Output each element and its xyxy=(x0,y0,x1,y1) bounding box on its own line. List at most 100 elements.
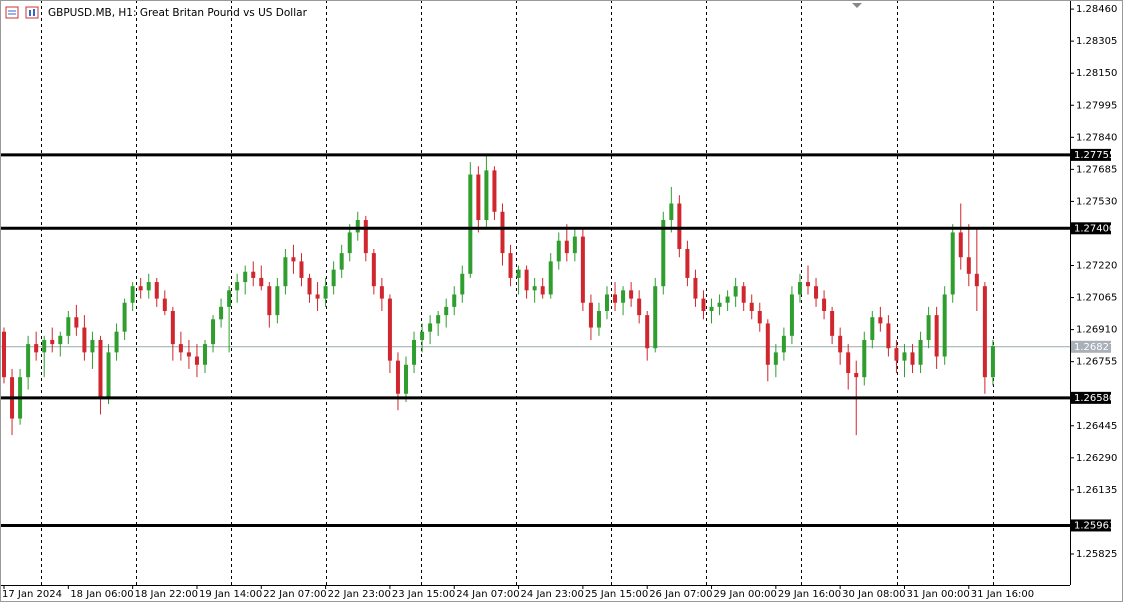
candle-body xyxy=(291,257,296,262)
candle-body xyxy=(717,302,722,307)
candle-body xyxy=(379,286,384,299)
candle-body xyxy=(460,273,465,295)
candle-body xyxy=(444,306,449,316)
candle-body xyxy=(452,294,457,307)
candle-body xyxy=(299,261,304,278)
symbol-icons[interactable] xyxy=(5,6,39,19)
x-tick-label: 24 Jan 07:00 xyxy=(456,589,519,600)
candle-body xyxy=(862,339,867,378)
x-tick-label: 25 Jan 15:00 xyxy=(585,589,648,600)
candle-body xyxy=(114,331,119,353)
candle-body xyxy=(34,344,39,353)
candle-body xyxy=(749,302,754,312)
candle-body xyxy=(50,339,55,345)
candle-body xyxy=(162,298,167,312)
candle-body xyxy=(106,352,111,398)
candle-body xyxy=(275,286,280,316)
candle-body xyxy=(693,277,698,299)
y-tick-label: 1.26445 xyxy=(1076,421,1117,432)
candle-body xyxy=(934,315,939,357)
icon[interactable] xyxy=(5,6,19,19)
candle-body xyxy=(806,282,810,287)
candle-body xyxy=(283,257,288,287)
icon[interactable] xyxy=(25,6,39,19)
candle-body xyxy=(243,271,248,283)
chart-title: GBPUSD.MB, H1: Great Britan Pound vs US … xyxy=(48,7,308,19)
candle-body xyxy=(669,203,674,221)
x-tick-label: 26 Jan 07:00 xyxy=(649,589,712,600)
candle-body xyxy=(838,335,843,353)
candle-body xyxy=(82,327,87,353)
candle-body xyxy=(653,286,658,349)
candle-body xyxy=(572,236,577,254)
candle-body xyxy=(629,290,634,299)
candle-body xyxy=(194,356,199,365)
x-tick-label: 17 Jan 2024 xyxy=(2,589,62,600)
candle-body xyxy=(733,286,738,297)
candle-body xyxy=(154,282,159,299)
x-tick-label: 29 Jan 00:00 xyxy=(714,589,777,600)
candle-body xyxy=(516,269,521,278)
candle-body xyxy=(227,290,232,307)
y-tick-label: 1.25825 xyxy=(1076,549,1117,560)
candle-body xyxy=(677,203,682,249)
y-tick-label: 1.28460 xyxy=(1076,4,1117,15)
y-tick-label: 1.27995 xyxy=(1076,100,1117,111)
candle-body xyxy=(492,170,497,212)
candle-body xyxy=(789,294,794,336)
candle-body xyxy=(926,315,931,340)
current-price-label: 1.26827 xyxy=(1074,342,1115,353)
candle-body xyxy=(982,286,987,378)
candle-body xyxy=(508,253,513,278)
shift-marker[interactable] xyxy=(852,3,862,8)
x-tick-label: 18 Jan 06:00 xyxy=(70,589,133,600)
candle-body xyxy=(138,286,143,291)
candle-body xyxy=(741,286,746,303)
y-tick-label: 1.27220 xyxy=(1076,261,1117,272)
x-tick-label: 24 Jan 23:00 xyxy=(521,589,584,600)
candle-body xyxy=(548,261,553,295)
candle-body xyxy=(235,282,240,291)
candle-body xyxy=(412,339,417,365)
candle-body xyxy=(468,174,473,274)
y-tick-label: 1.27840 xyxy=(1076,132,1117,143)
candle-body xyxy=(725,296,730,303)
candle-body xyxy=(331,269,336,287)
x-tick-label: 19 Jan 14:00 xyxy=(199,589,262,600)
x-tick-label: 22 Jan 07:00 xyxy=(263,589,326,600)
candle-body xyxy=(476,174,481,221)
candle-body xyxy=(404,364,408,394)
candle-body xyxy=(894,348,899,361)
level-label-bg xyxy=(1071,519,1111,532)
plot-area xyxy=(0,153,1070,527)
candle-body xyxy=(613,294,618,303)
candle-body xyxy=(966,257,971,274)
candle-body xyxy=(74,317,79,328)
candle-body xyxy=(355,220,360,233)
candle-body xyxy=(822,298,827,312)
y-tick-label: 1.27065 xyxy=(1076,293,1117,304)
candle-body xyxy=(259,277,264,287)
candle-body xyxy=(950,232,955,295)
candle-body xyxy=(395,360,400,394)
candle-body xyxy=(178,344,183,353)
candle-body xyxy=(870,317,875,340)
current-price-label-bg xyxy=(1071,340,1111,353)
candle-body xyxy=(363,220,368,254)
candle-body xyxy=(910,352,915,365)
level-label: 1.26580 xyxy=(1074,393,1115,404)
candle-body xyxy=(203,344,207,365)
y-tick-label: 1.27685 xyxy=(1076,164,1117,175)
candle-body xyxy=(436,315,441,324)
candle-body xyxy=(564,240,569,254)
candle-body xyxy=(765,323,770,365)
candle-body xyxy=(484,170,489,221)
candle-body xyxy=(90,339,95,353)
x-tick-label: 30 Jan 08:00 xyxy=(842,589,905,600)
candle-body xyxy=(26,344,31,378)
x-tick-label: 18 Jan 22:00 xyxy=(135,589,198,600)
candle-body xyxy=(942,294,947,357)
x-tick-label: 22 Jan 23:00 xyxy=(328,589,391,600)
